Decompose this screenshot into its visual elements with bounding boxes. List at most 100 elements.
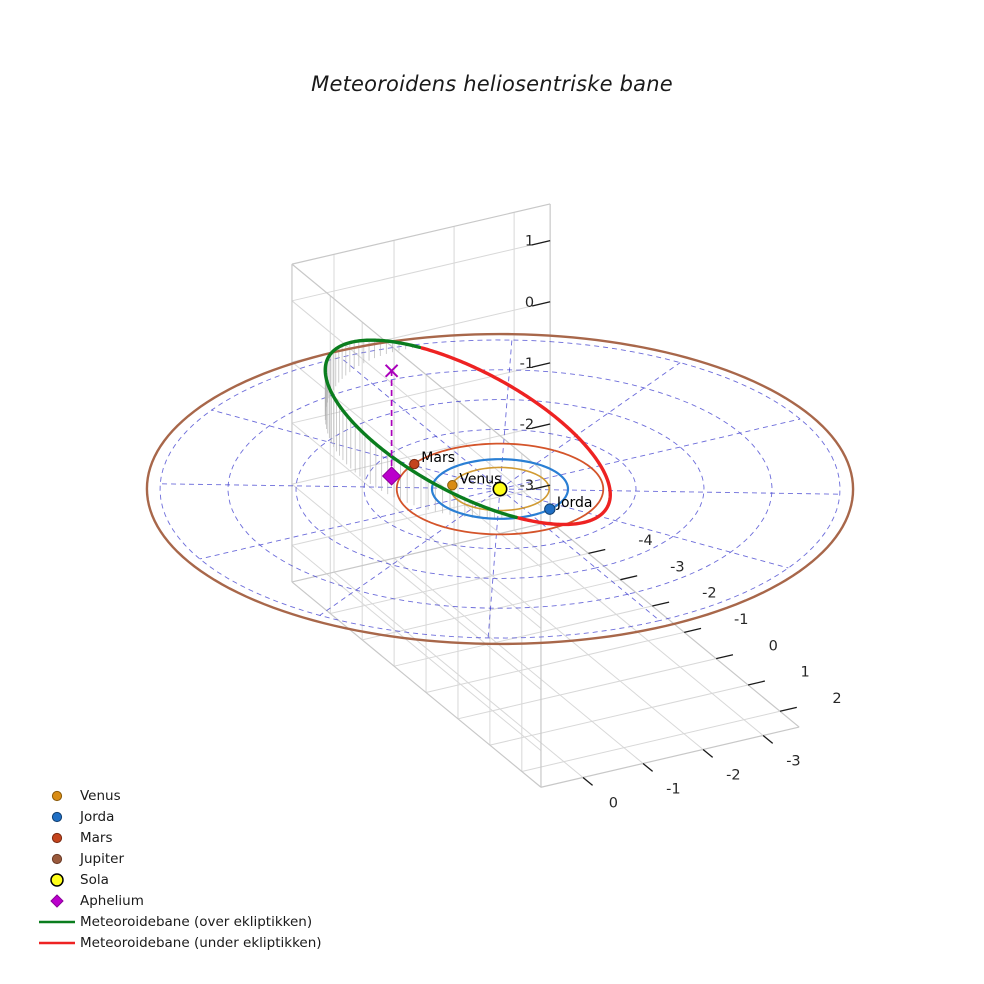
polar-grid-spoke: [199, 488, 501, 560]
x-axis-tick: [715, 654, 734, 660]
label-mars: Mars: [421, 450, 455, 466]
x-axis-tick: [652, 601, 670, 607]
legend-marker-venus: [51, 790, 63, 802]
legend-item-jorda[interactable]: Jorda: [51, 809, 114, 825]
legend-item-jupiter[interactable]: Jupiter: [51, 851, 124, 867]
body-markers-group: Venus Jorda Mars: [381, 450, 593, 515]
meteoroid-orbit-above-ecliptic: [323, 338, 518, 520]
floor-gridline: [457, 658, 717, 720]
x-axis-tick: [588, 548, 606, 554]
x-axis-tick-label: 1: [800, 665, 809, 681]
polar-grid-spoke: [499, 488, 660, 621]
y-axis-tick-label: -1: [666, 781, 680, 797]
polar-grid-spoke: [487, 488, 501, 638]
polar-grid-spoke: [499, 340, 513, 490]
wall-gridline: [291, 240, 551, 302]
legend-item-meteoroidebane-over-ekliptikken[interactable]: Meteoroidebane (over ekliptikken): [39, 914, 312, 930]
legend-label-mars: Mars: [80, 830, 113, 846]
floor-gridline: [330, 552, 589, 615]
polar-grid-spoke: [499, 488, 840, 495]
legend-marker-sola: [50, 873, 64, 887]
dropline-stems-group: [324, 340, 510, 519]
marker-sola: [492, 481, 508, 497]
wall-gridline: [291, 423, 551, 485]
legend-item-meteoroidebane-under-ekliptikken[interactable]: Meteoroidebane (under ekliptikken): [39, 935, 322, 951]
x-axis-tick-label: -1: [734, 612, 748, 628]
axes-box-edge: [540, 726, 800, 788]
label-jorda: Jorda: [556, 495, 593, 511]
axes-box-edge: [291, 263, 542, 470]
polar-grid-spoke: [499, 362, 681, 490]
polar-grid-spoke: [340, 357, 501, 490]
x-axis-tick-label: 2: [832, 691, 841, 707]
legend-marker-mars: [51, 832, 63, 844]
legend-item-sola[interactable]: Sola: [50, 872, 109, 888]
z-axis-tick: [531, 423, 551, 429]
y-axis-tick: [762, 734, 774, 744]
legend-label-sola: Sola: [80, 872, 109, 888]
axis-ticks-group: -4 -3 -2 -1 0 1 2 -3 -2 -1 0 1 0 -1 -2 -3: [520, 234, 842, 812]
z-axis-tick-label: -3: [520, 478, 534, 494]
polar-grid-circle: [295, 399, 705, 579]
legend-marker-jorda: [51, 811, 63, 823]
y-axis-tick-label: 0: [609, 795, 618, 811]
aphelion-stem-group: [384, 364, 399, 476]
floor-gridline: [425, 631, 685, 693]
orbit-path-mars: [395, 442, 605, 536]
floor-gridline: [513, 529, 764, 736]
z-axis-tick-label: -1: [520, 356, 534, 372]
polar-grid-spoke: [499, 418, 801, 490]
label-venus: Venus: [459, 471, 501, 487]
x-axis-tick-label: -2: [702, 586, 716, 602]
legend-label-meteoroidebane-under-ekliptikken: Meteoroidebane (under ekliptikken): [80, 935, 322, 951]
legend-marker-jupiter: [51, 853, 63, 865]
legend-label-meteoroidebane-over-ekliptikken: Meteoroidebane (over ekliptikken): [80, 914, 312, 930]
x-axis-tick-label: -3: [670, 559, 684, 575]
legend-item-venus[interactable]: Venus: [51, 788, 121, 804]
page-title: Meteoroidens heliosentriske bane: [311, 72, 673, 96]
x-axis-tick-label: -4: [638, 533, 652, 549]
axes-box-edge: [291, 203, 551, 265]
marker-aphelium: [381, 466, 402, 486]
legend[interactable]: Venus Jorda Mars Jupiter Sola Aphelium Meteoro…: [39, 788, 322, 951]
z-axis-tick: [531, 484, 551, 490]
legend-item-mars[interactable]: Mars: [51, 830, 113, 846]
axes-panes-group: [291, 203, 800, 788]
x-axis-tick-label: 0: [769, 638, 778, 654]
polar-grid-spoke: [499, 488, 789, 569]
y-axis-tick-label: -3: [786, 753, 800, 769]
x-axis-tick: [779, 706, 797, 712]
aphelion-x-marker: [384, 364, 399, 378]
z-axis-tick-label: -2: [520, 417, 534, 433]
y-axis-tick: [702, 748, 714, 758]
floor-gridline: [489, 684, 749, 746]
legend-label-aphelium: Aphelium: [80, 893, 144, 909]
marker-jorda: [544, 503, 556, 515]
x-axis-tick: [620, 575, 638, 581]
axes-box-edge: [291, 521, 551, 583]
z-axis-tick-label: 1: [525, 234, 534, 250]
y-axis-tick: [582, 776, 593, 786]
floor-gridline: [333, 571, 584, 778]
marker-venus: [447, 480, 458, 491]
wall-gridline: [291, 544, 542, 751]
legend-label-venus: Venus: [80, 788, 121, 804]
legend-label-jorda: Jorda: [79, 809, 114, 825]
y-axis-tick-label: -2: [726, 767, 740, 783]
polar-grid-spoke: [319, 488, 501, 616]
orbit-path-venus: [450, 466, 550, 512]
axes-box-edge: [291, 581, 542, 788]
wall-gridline: [291, 483, 542, 690]
x-axis-tick: [747, 680, 766, 686]
orbit-path-jorda: [430, 458, 570, 520]
legend-item-aphelium[interactable]: Aphelium: [50, 893, 144, 909]
floor-gridline: [521, 710, 781, 772]
floor-gridline: [453, 543, 704, 750]
marker-mars: [409, 458, 420, 470]
legend-marker-aphelium: [50, 894, 64, 908]
floor-gridline: [362, 579, 621, 641]
x-axis-tick: [684, 627, 702, 633]
z-axis-tick: [531, 301, 551, 307]
